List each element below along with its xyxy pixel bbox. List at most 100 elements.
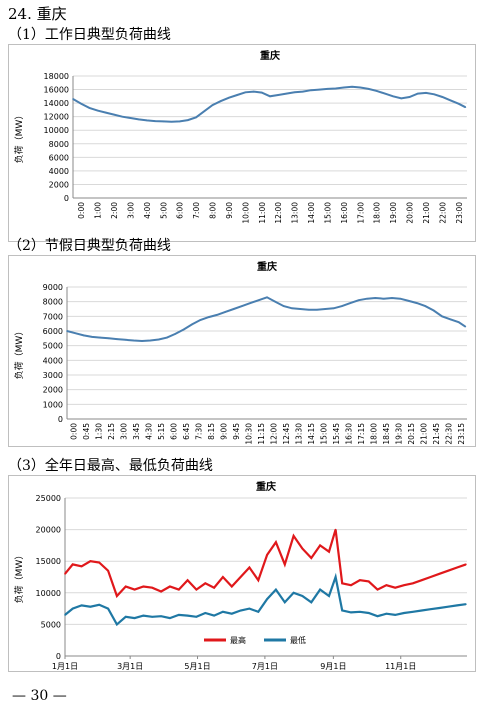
x-tick-label: 8:15	[207, 423, 216, 440]
data-point	[71, 607, 74, 610]
data-point	[195, 616, 198, 618]
x-tick-label: 6:00	[169, 423, 178, 440]
data-point	[359, 579, 361, 581]
data-point	[441, 96, 444, 98]
data-point	[275, 541, 277, 544]
x-tick-label: 3:00	[126, 202, 135, 219]
y-tick-label: 0	[56, 652, 61, 661]
y-tick-label: 6000	[49, 153, 69, 162]
x-tick-label: 22:00	[438, 202, 447, 224]
data-point	[133, 588, 136, 591]
data-point	[230, 612, 233, 615]
data-point	[244, 91, 247, 94]
chart-title: 重庆	[260, 49, 280, 62]
data-point	[80, 565, 83, 568]
data-point	[107, 607, 109, 610]
x-tick-label: 21:00	[422, 202, 431, 224]
data-point	[186, 614, 189, 617]
data-point	[332, 307, 335, 310]
data-point	[64, 573, 66, 575]
data-point	[302, 90, 304, 93]
data-point	[382, 297, 385, 300]
data-point	[151, 616, 154, 618]
data-point	[82, 334, 85, 337]
x-tick-label: 9:00	[219, 423, 228, 440]
data-point	[391, 297, 393, 299]
data-point	[292, 535, 295, 537]
data-point	[457, 102, 460, 105]
data-point	[429, 608, 432, 611]
x-tick-label: 12:00	[274, 202, 283, 224]
data-point	[211, 104, 214, 106]
data-point	[80, 102, 83, 105]
x-tick-label: 7:30	[194, 423, 203, 440]
data-point	[341, 609, 344, 612]
series-line-load	[66, 296, 466, 343]
data-point	[343, 86, 345, 89]
y-axis-label: 负荷（MW）	[13, 111, 25, 164]
data-point	[424, 305, 427, 307]
data-point	[412, 610, 414, 613]
data-point	[142, 585, 145, 588]
data-point	[376, 615, 379, 617]
y-tick-label: 5000	[41, 620, 61, 629]
data-point	[187, 119, 189, 121]
data-point	[350, 584, 352, 587]
x-tick-label: 10:00	[241, 202, 250, 224]
data-point	[316, 308, 318, 311]
data-point	[456, 604, 458, 607]
data-point	[456, 566, 458, 569]
data-point	[319, 544, 321, 547]
y-tick-label: 12000	[44, 113, 69, 122]
y-tick-label: 7000	[43, 312, 63, 321]
data-point	[326, 88, 329, 90]
y-tick-label: 2000	[49, 180, 69, 189]
data-point	[416, 92, 419, 95]
data-point	[425, 92, 427, 94]
x-tick-label: 6:00	[176, 202, 185, 219]
data-point	[291, 307, 293, 310]
data-point	[160, 615, 162, 617]
chart-holiday-box: 重庆 负荷（MW） 0 1000 2000 3000 4000 5000 6000 7000 800…	[8, 255, 476, 447]
data-point	[392, 95, 394, 98]
x-tick-label: 15:00	[323, 202, 332, 224]
x-tick-label: 13:00	[291, 202, 300, 224]
data-point	[107, 569, 109, 572]
x-tick-label: 19:30	[394, 423, 403, 445]
data-point	[449, 318, 452, 321]
data-point	[394, 614, 397, 616]
data-point	[99, 336, 102, 339]
y-tick-label: 10000	[36, 589, 61, 598]
data-point	[72, 98, 74, 100]
data-point	[177, 614, 180, 616]
data-point	[124, 339, 127, 341]
x-tick-label: 15:00	[319, 423, 328, 445]
x-tick-label: 5:00	[159, 202, 168, 219]
data-point	[447, 569, 450, 572]
data-point	[105, 111, 107, 114]
data-point	[113, 113, 115, 116]
y-tick-label: 5000	[43, 342, 63, 351]
x-tick-label: 9:45	[232, 423, 241, 440]
chart-title: 重庆	[257, 260, 277, 273]
data-point	[274, 300, 277, 303]
x-tick-label: 11:00	[258, 202, 267, 224]
data-point	[328, 595, 330, 597]
y-tick-label: 18000	[44, 72, 69, 81]
data-point	[408, 96, 411, 98]
data-point	[224, 311, 227, 313]
data-point	[157, 338, 160, 341]
heading-annual: （3）全年日最高、最低负荷曲线	[8, 458, 213, 474]
data-point	[177, 588, 180, 591]
data-point	[334, 528, 337, 531]
data-point	[239, 609, 242, 612]
x-tick-label: 0:00	[69, 423, 78, 440]
data-point	[222, 576, 224, 578]
data-point	[89, 560, 92, 562]
data-point	[375, 90, 378, 92]
y-tick-label: 6000	[43, 327, 63, 336]
data-point	[154, 120, 156, 122]
data-point	[182, 328, 185, 331]
